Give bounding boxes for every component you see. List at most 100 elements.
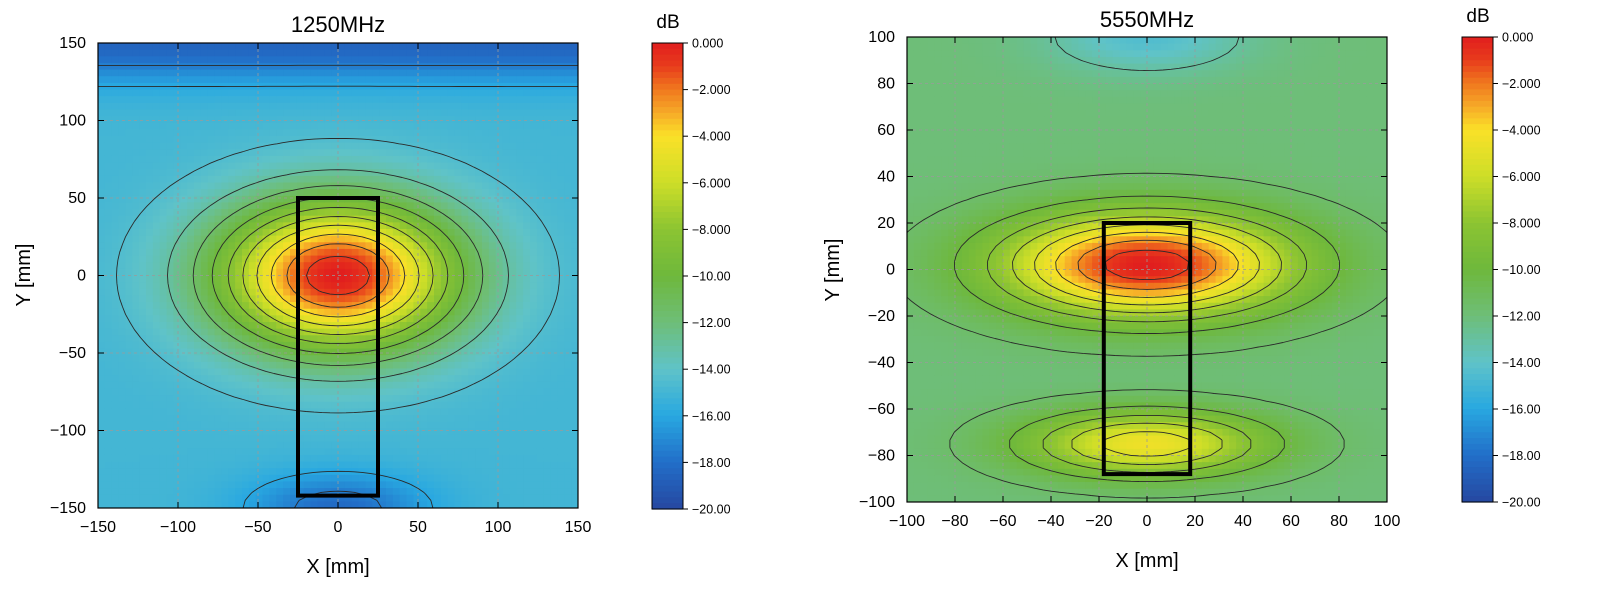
heatmap-cell [461, 209, 469, 217]
heatmap-cell [200, 275, 209, 283]
heatmap-cell [557, 169, 565, 177]
heatmap-cell [283, 275, 291, 283]
heatmap-cell [440, 295, 449, 303]
heatmap-cell [358, 262, 367, 270]
heatmap-cell [557, 209, 565, 217]
heatmap-cell [379, 255, 387, 263]
heatmap-cell [242, 322, 250, 330]
heatmap-cell [427, 501, 435, 508]
heatmap-cell [564, 322, 572, 330]
heatmap-cell [434, 109, 442, 117]
heatmap-cell [324, 375, 332, 383]
heatmap-cell [248, 235, 257, 243]
heatmap-cell [468, 322, 476, 330]
heatmap-cell [509, 109, 517, 117]
heatmap-cell [159, 255, 168, 263]
heatmap-cell [180, 501, 188, 508]
heatmap-cell [454, 481, 463, 489]
heatmap-cell [296, 481, 305, 489]
heatmap-cell [187, 308, 195, 316]
heatmap-cell [296, 215, 305, 223]
heatmap-cell [303, 175, 312, 184]
heatmap-cell [543, 142, 552, 150]
heatmap-cell [454, 242, 463, 250]
heatmap-cell [564, 96, 572, 104]
heatmap-cell [392, 189, 401, 197]
heatmap-cell [214, 222, 223, 230]
heatmap-cell [200, 76, 209, 84]
heatmap-cell [344, 494, 353, 502]
heatmap-cell [516, 235, 524, 243]
heatmap-cell [379, 129, 387, 137]
heatmap-cell [420, 142, 428, 150]
heatmap-cell [434, 282, 442, 290]
heatmap-cell [98, 441, 106, 449]
heatmap-cell [200, 282, 209, 290]
heatmap-cell [488, 494, 497, 502]
heatmap-cell [502, 69, 511, 77]
heatmap-cell [543, 488, 552, 496]
heatmap-cell [132, 454, 140, 463]
heatmap-cell [386, 315, 394, 323]
heatmap-cell [447, 441, 456, 449]
heatmap-cell [543, 262, 552, 270]
heatmap-cell [146, 454, 154, 463]
heatmap-cell [324, 102, 332, 111]
heatmap-cell [173, 494, 181, 502]
heatmap-cell [132, 129, 140, 137]
heatmap-cell [530, 415, 538, 423]
heatmap-cell [146, 195, 154, 204]
heatmap-cell [132, 209, 140, 217]
heatmap-cell [379, 182, 387, 190]
heatmap-cell [269, 368, 277, 376]
heatmap-cell [248, 149, 257, 157]
heatmap-cell [564, 288, 572, 297]
heatmap-cell [523, 434, 531, 443]
heatmap-cell [564, 116, 572, 124]
heatmap-cell [152, 222, 161, 230]
heatmap-cell [365, 262, 373, 270]
heatmap-cell [399, 202, 408, 210]
heatmap-cell [139, 155, 147, 164]
heatmap-cell [125, 395, 133, 403]
heatmap-cell [228, 142, 236, 150]
heatmap-cell [420, 182, 428, 190]
heatmap-cell [523, 461, 531, 469]
heatmap-cell [194, 235, 202, 243]
heatmap-cell [495, 408, 504, 416]
heatmap-cell [214, 434, 223, 443]
heatmap-cell [379, 202, 387, 210]
heatmap-cell [152, 468, 161, 476]
heatmap-cell [187, 229, 195, 237]
heatmap-cell [303, 255, 312, 263]
heatmap-cell [420, 368, 428, 376]
heatmap-cell [296, 189, 305, 197]
heatmap-cell [427, 315, 435, 323]
heatmap-cell [200, 328, 209, 336]
heatmap-cell [427, 189, 435, 197]
heatmap-cell [406, 501, 415, 508]
heatmap-cell [351, 136, 360, 144]
heatmap-cell [255, 222, 264, 230]
heatmap-cell [550, 215, 559, 223]
heatmap-cell [365, 275, 373, 283]
heatmap-cell [495, 322, 504, 330]
heatmap-cell [132, 175, 140, 184]
heatmap-cell [434, 175, 442, 184]
heatmap-cell [214, 421, 223, 429]
heatmap-cell [331, 335, 339, 343]
heatmap-cell [386, 448, 394, 456]
heatmap-cell [365, 355, 373, 363]
y-tick-label: −150 [50, 500, 86, 517]
heatmap-cell [406, 69, 415, 77]
heatmap-cell [146, 76, 154, 84]
heatmap-cell [290, 501, 298, 508]
heatmap-cell [228, 335, 236, 343]
heatmap-cell [502, 341, 511, 350]
heatmap-cell [427, 169, 435, 177]
heatmap-cell [317, 202, 325, 210]
heatmap-cell [324, 209, 332, 217]
heatmap-cell [461, 262, 469, 270]
heatmap-cell [454, 415, 463, 423]
heatmap-cell [290, 461, 298, 469]
